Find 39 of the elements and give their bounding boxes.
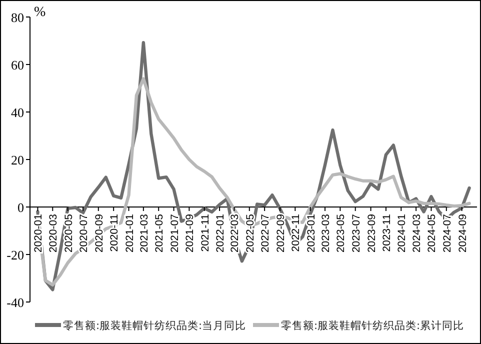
- x-tick-label: 2021-01: [124, 214, 136, 253]
- x-tick-label: 2023-05: [335, 214, 348, 253]
- x-tick-label: 2022-03: [229, 214, 242, 253]
- y-tick-label: 80: [11, 10, 24, 25]
- x-tick-label: 2021-09: [184, 214, 196, 253]
- x-tick-label: 2023-03: [320, 214, 332, 253]
- x-tick-label: 2022-01: [214, 214, 227, 253]
- x-tick-label: 2022-05: [244, 214, 256, 253]
- x-tick-label: 2024-05: [426, 214, 438, 253]
- x-tick-label: 2024-07: [441, 214, 454, 253]
- y-axis-title: %: [34, 5, 46, 20]
- x-tick-label: 2023-07: [350, 214, 362, 253]
- x-tick-label: 2022-11: [290, 214, 302, 252]
- y-tick-label: -40: [6, 295, 24, 310]
- x-tick-label: 2024-01: [396, 214, 408, 253]
- x-tick-label: 2020-11: [108, 214, 121, 252]
- x-tick-label: 2024-09: [456, 214, 469, 253]
- x-tick-label: 2020-05: [62, 214, 75, 253]
- x-tick-label: 2024-03: [411, 214, 424, 253]
- x-tick-label: 2021-07: [168, 214, 181, 253]
- x-tick-label: 2023-09: [366, 214, 378, 253]
- y-tick-label: 0: [18, 200, 24, 215]
- x-tick-label: 2021-11: [199, 214, 212, 252]
- y-tick-label: -20: [6, 248, 24, 262]
- y-tick-label: 20: [11, 152, 24, 168]
- y-tick-label: 60: [11, 58, 24, 72]
- x-tick-label: 2020-03: [48, 214, 60, 253]
- x-tick-label: 2022-07: [260, 214, 272, 253]
- x-tick-label: 2020-07: [78, 214, 90, 253]
- x-tick-label: 2020-09: [93, 214, 106, 253]
- legend-label: 零售额:服装鞋帽针纺织品类:累计同比: [281, 319, 464, 332]
- x-tick-label: 2021-03: [138, 214, 150, 253]
- legend-label: 零售额:服装鞋帽针纺织品类:当月同比: [63, 319, 246, 332]
- x-tick-label: 2023-01: [305, 214, 318, 253]
- x-tick-label: 2023-11: [380, 214, 393, 252]
- y-tick-label: 40: [11, 105, 24, 120]
- x-tick-label: 2020-01: [32, 214, 45, 253]
- x-tick-label: 2021-05: [154, 214, 166, 253]
- x-tick-label: 2022-09: [274, 214, 287, 253]
